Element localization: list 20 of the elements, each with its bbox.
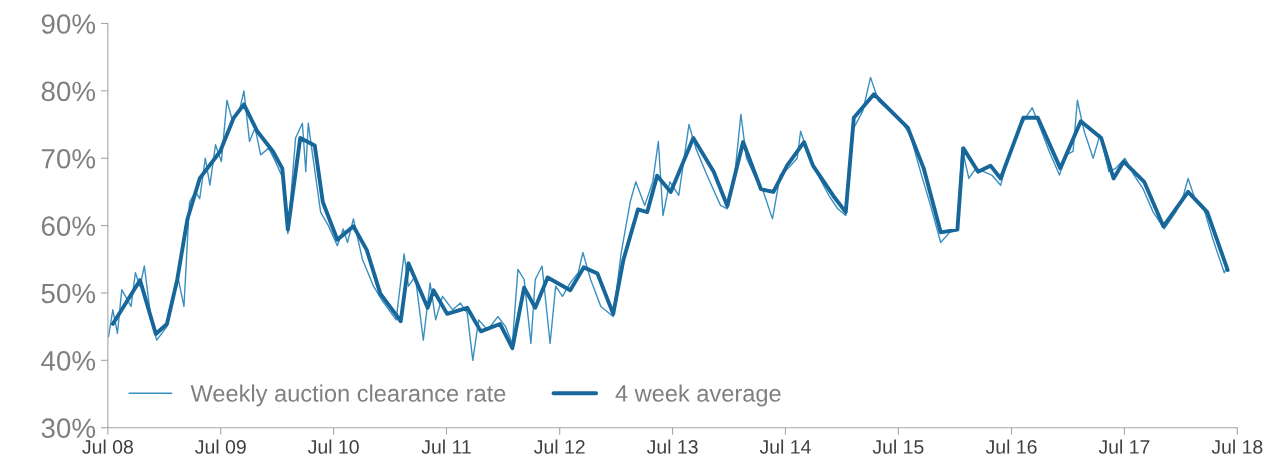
x-tick-label: Jul 08 <box>82 439 133 454</box>
y-tick-label: 60% <box>41 216 96 236</box>
x-tick-label: Jul 09 <box>195 439 246 454</box>
legend-label: Weekly auction clearance rate <box>190 384 506 407</box>
y-tick-label: 30% <box>41 418 96 439</box>
y-tick-label: 70% <box>41 148 96 169</box>
y-tick-label: 80% <box>41 81 96 102</box>
y-tick-label: 90% <box>41 14 96 34</box>
x-tick-label: Jul 10 <box>307 439 359 454</box>
y-tick-label: 50% <box>41 283 96 304</box>
x-tick-label: Jul 18 <box>1211 439 1263 454</box>
x-tick-label: Jul 17 <box>1098 439 1150 454</box>
x-tick-label: Jul 16 <box>985 439 1037 454</box>
x-tick-label: Jul 12 <box>534 439 585 454</box>
x-tick-label: Jul 13 <box>646 439 698 454</box>
y-tick-label: 40% <box>41 351 96 371</box>
legend-label: 4 week average <box>615 384 781 407</box>
x-tick-label: Jul 11 <box>421 439 471 454</box>
x-tick-label: Jul 14 <box>759 439 811 454</box>
x-tick-label: Jul 15 <box>872 439 924 454</box>
